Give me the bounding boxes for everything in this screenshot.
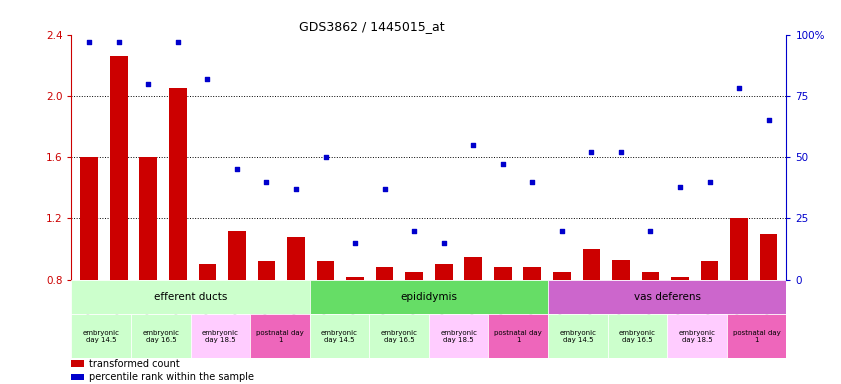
Bar: [494, 267, 511, 384]
Point: [230, 166, 244, 172]
Point: [289, 186, 303, 192]
Bar: [553, 272, 571, 384]
Bar: [346, 276, 364, 384]
Bar: [110, 56, 128, 384]
Text: embryonic
day 16.5: embryonic day 16.5: [381, 329, 418, 343]
Point: [407, 228, 420, 234]
Bar: [607, 314, 667, 358]
Bar: [730, 218, 748, 384]
Text: embryonic
day 18.5: embryonic day 18.5: [679, 329, 716, 343]
Point: [643, 228, 657, 234]
Point: [171, 39, 184, 45]
Bar: [257, 261, 275, 384]
Bar: [583, 249, 600, 384]
Point: [733, 85, 746, 91]
Point: [762, 117, 775, 123]
Text: percentile rank within the sample: percentile rank within the sample: [89, 372, 254, 382]
Bar: [489, 314, 548, 358]
Title: GDS3862 / 1445015_at: GDS3862 / 1445015_at: [299, 20, 445, 33]
Bar: [191, 314, 251, 358]
Text: embryonic
day 18.5: embryonic day 18.5: [202, 329, 239, 343]
Bar: [405, 272, 423, 384]
Point: [703, 179, 717, 185]
Point: [584, 149, 598, 155]
Point: [437, 240, 451, 246]
Bar: [429, 314, 489, 358]
Bar: [671, 276, 689, 384]
Bar: [759, 234, 777, 384]
Point: [555, 228, 569, 234]
Point: [526, 179, 539, 185]
Bar: [71, 360, 84, 367]
Point: [348, 240, 362, 246]
Bar: [71, 280, 309, 314]
Bar: [309, 314, 369, 358]
Point: [467, 142, 480, 148]
Point: [496, 161, 510, 167]
Bar: [464, 257, 482, 384]
Point: [614, 149, 627, 155]
Bar: [131, 314, 191, 358]
Point: [378, 186, 391, 192]
Text: embryonic
day 14.5: embryonic day 14.5: [321, 329, 358, 343]
Bar: [667, 314, 727, 358]
Bar: [435, 264, 452, 384]
Text: embryonic
day 16.5: embryonic day 16.5: [142, 329, 179, 343]
Text: epididymis: epididymis: [400, 292, 458, 302]
Point: [112, 39, 125, 45]
Text: efferent ducts: efferent ducts: [154, 292, 227, 302]
Bar: [317, 261, 335, 384]
Bar: [548, 280, 786, 314]
Bar: [228, 231, 246, 384]
Bar: [309, 280, 548, 314]
Point: [674, 184, 687, 190]
Point: [141, 81, 155, 87]
Point: [319, 154, 332, 160]
Bar: [287, 237, 304, 384]
Bar: [71, 374, 84, 380]
Text: embryonic
day 16.5: embryonic day 16.5: [619, 329, 656, 343]
Bar: [727, 314, 786, 358]
Point: [201, 76, 214, 82]
Text: embryonic
day 14.5: embryonic day 14.5: [82, 329, 119, 343]
Text: embryonic
day 14.5: embryonic day 14.5: [559, 329, 596, 343]
Text: embryonic
day 18.5: embryonic day 18.5: [440, 329, 477, 343]
Bar: [251, 314, 309, 358]
Point: [260, 179, 273, 185]
Text: postnatal day
1: postnatal day 1: [495, 329, 542, 343]
Bar: [140, 157, 157, 384]
Bar: [198, 264, 216, 384]
Bar: [369, 314, 429, 358]
Bar: [523, 267, 541, 384]
Bar: [71, 314, 131, 358]
Text: vas deferens: vas deferens: [633, 292, 701, 302]
Bar: [81, 157, 98, 384]
Bar: [612, 260, 630, 384]
Bar: [169, 88, 187, 384]
Bar: [701, 261, 718, 384]
Point: [82, 39, 96, 45]
Bar: [376, 267, 394, 384]
Text: transformed count: transformed count: [89, 359, 180, 369]
Text: postnatal day
1: postnatal day 1: [257, 329, 304, 343]
Text: postnatal day
1: postnatal day 1: [733, 329, 780, 343]
Bar: [548, 314, 607, 358]
Bar: [642, 272, 659, 384]
